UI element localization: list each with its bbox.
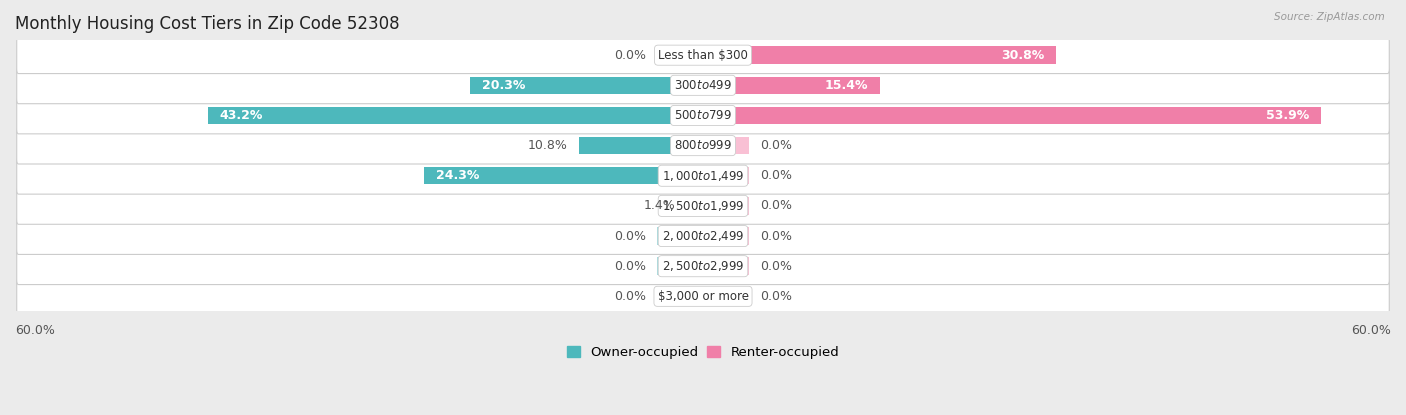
Bar — [688, 197, 703, 215]
Text: 0.0%: 0.0% — [761, 260, 793, 273]
Bar — [657, 227, 703, 245]
Bar — [470, 77, 703, 94]
Text: 0.0%: 0.0% — [613, 260, 645, 273]
Bar — [703, 288, 749, 305]
Text: 43.2%: 43.2% — [219, 109, 263, 122]
Text: 60.0%: 60.0% — [15, 324, 55, 337]
Text: $800 to $999: $800 to $999 — [673, 139, 733, 152]
Bar — [703, 227, 749, 245]
FancyBboxPatch shape — [17, 157, 1389, 194]
Text: $300 to $499: $300 to $499 — [673, 79, 733, 92]
Text: 0.0%: 0.0% — [613, 290, 645, 303]
Text: 24.3%: 24.3% — [436, 169, 479, 182]
FancyBboxPatch shape — [17, 127, 1389, 164]
FancyBboxPatch shape — [17, 278, 1389, 315]
Text: 20.3%: 20.3% — [482, 79, 524, 92]
FancyBboxPatch shape — [17, 188, 1389, 224]
FancyBboxPatch shape — [17, 67, 1389, 104]
Text: 0.0%: 0.0% — [613, 229, 645, 242]
Text: Less than $300: Less than $300 — [658, 49, 748, 62]
Text: 30.8%: 30.8% — [1001, 49, 1045, 62]
Bar — [703, 77, 880, 94]
Text: Monthly Housing Cost Tiers in Zip Code 52308: Monthly Housing Cost Tiers in Zip Code 5… — [15, 15, 399, 33]
Text: $3,000 or more: $3,000 or more — [658, 290, 748, 303]
Text: 60.0%: 60.0% — [1351, 324, 1391, 337]
Text: 1.4%: 1.4% — [644, 199, 675, 212]
Bar — [703, 197, 749, 215]
Text: 15.4%: 15.4% — [825, 79, 868, 92]
Text: 53.9%: 53.9% — [1267, 109, 1309, 122]
Bar — [425, 167, 703, 185]
Bar — [657, 288, 703, 305]
FancyBboxPatch shape — [17, 248, 1389, 285]
Text: $1,000 to $1,499: $1,000 to $1,499 — [662, 169, 744, 183]
Bar — [703, 46, 1056, 64]
Bar — [703, 167, 749, 185]
FancyBboxPatch shape — [17, 37, 1389, 73]
Bar — [208, 107, 703, 124]
Text: 0.0%: 0.0% — [613, 49, 645, 62]
Text: 10.8%: 10.8% — [527, 139, 568, 152]
FancyBboxPatch shape — [17, 217, 1389, 254]
Text: 0.0%: 0.0% — [761, 290, 793, 303]
Text: 0.0%: 0.0% — [761, 199, 793, 212]
Bar — [657, 257, 703, 275]
Bar — [579, 137, 703, 154]
Legend: Owner-occupied, Renter-occupied: Owner-occupied, Renter-occupied — [561, 341, 845, 364]
Text: 0.0%: 0.0% — [761, 229, 793, 242]
FancyBboxPatch shape — [17, 97, 1389, 134]
Text: $2,000 to $2,499: $2,000 to $2,499 — [662, 229, 744, 243]
Text: 0.0%: 0.0% — [761, 139, 793, 152]
Bar — [703, 257, 749, 275]
Bar — [657, 46, 703, 64]
Bar — [703, 137, 749, 154]
Text: $500 to $799: $500 to $799 — [673, 109, 733, 122]
Text: Source: ZipAtlas.com: Source: ZipAtlas.com — [1274, 12, 1385, 22]
Text: $2,500 to $2,999: $2,500 to $2,999 — [662, 259, 744, 273]
Bar — [703, 107, 1322, 124]
Text: 0.0%: 0.0% — [761, 169, 793, 182]
Text: $1,500 to $1,999: $1,500 to $1,999 — [662, 199, 744, 213]
